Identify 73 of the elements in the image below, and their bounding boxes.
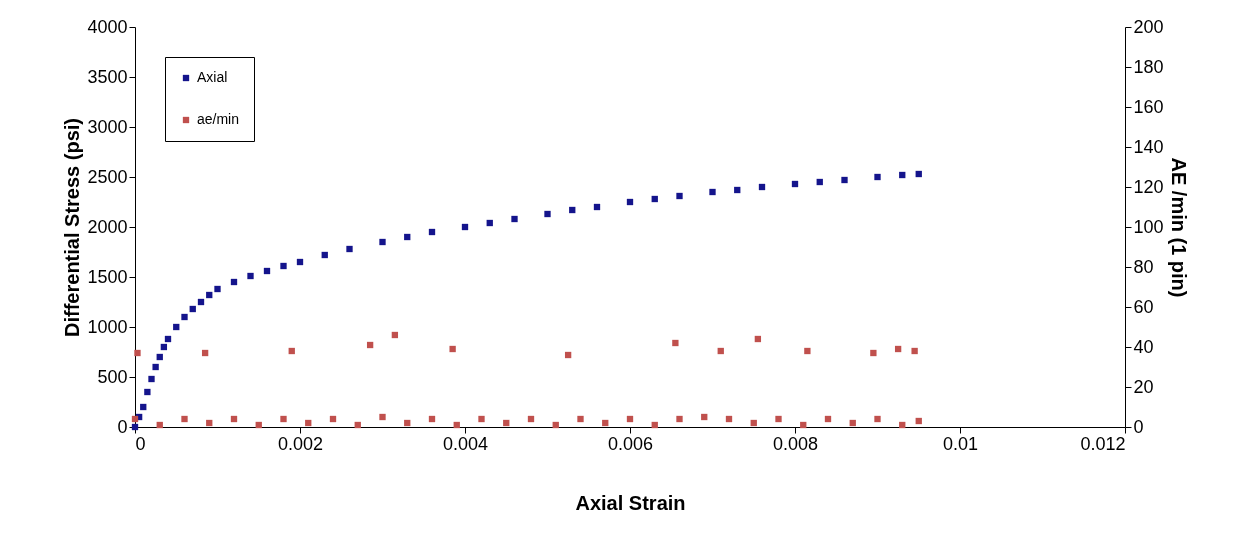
x-tick-label: 0.008 [772, 433, 819, 454]
point [841, 176, 848, 184]
point [214, 285, 221, 293]
x-tick-label: 0 [135, 433, 146, 454]
point [156, 353, 163, 361]
x-tick-label: 0.002 [277, 433, 324, 454]
point [915, 170, 922, 178]
point [247, 272, 254, 280]
point [346, 245, 353, 253]
x-tick-label: 0.01 [942, 433, 979, 454]
point [173, 323, 180, 331]
y2-tick-label: 80 [1133, 256, 1154, 277]
point [791, 180, 799, 188]
y2-tick-label: 120 [1133, 176, 1164, 197]
y-tick-label: 2000 [87, 216, 128, 237]
point [197, 298, 205, 306]
x-tick-label: 0.006 [607, 433, 654, 454]
point [280, 262, 287, 270]
point [544, 210, 551, 218]
y2-axis-title: AE /min (1 pin) [1167, 157, 1190, 298]
point [676, 192, 683, 200]
y-tick-label: 4000 [87, 16, 128, 37]
y-tick-label: 3000 [87, 116, 128, 137]
point [734, 186, 741, 194]
point [263, 267, 271, 275]
point [164, 335, 172, 343]
point [321, 251, 328, 259]
point [144, 388, 151, 396]
y2-tick-label: 0 [1133, 416, 1144, 437]
point [404, 233, 411, 241]
point [206, 291, 213, 299]
point [874, 173, 881, 181]
y-tick-label: 3500 [87, 66, 128, 87]
point [816, 178, 823, 186]
point [160, 343, 168, 351]
point [152, 363, 159, 371]
y-tick-label: 0 [117, 416, 128, 437]
point [181, 313, 188, 321]
x-tick-label: 0.004 [442, 433, 489, 454]
point [230, 278, 238, 286]
y2-tick-label: 200 [1133, 16, 1164, 37]
y2-tick-label: 180 [1133, 56, 1164, 77]
point [593, 203, 601, 211]
y-axis-title: Differential Stress (psi) [61, 118, 84, 337]
point [428, 228, 436, 236]
point [486, 219, 493, 227]
point [899, 171, 906, 179]
point [709, 188, 716, 196]
point [296, 258, 304, 266]
point [140, 403, 147, 411]
y2-tick-label: 60 [1133, 296, 1154, 317]
legend-label: ae/min [197, 111, 240, 127]
point [626, 198, 634, 206]
y-tick-label: 1500 [87, 266, 128, 287]
point [758, 183, 766, 191]
y-tick-label: 500 [97, 366, 128, 387]
point [651, 195, 658, 203]
y2-tick-label: 160 [1133, 96, 1164, 117]
legend-label: Axial [197, 69, 228, 85]
point [379, 238, 386, 246]
point [148, 375, 155, 383]
y-tick-label: 2500 [87, 166, 128, 187]
point [511, 215, 518, 223]
y2-tick-label: 40 [1133, 336, 1154, 357]
point [189, 305, 196, 313]
x-tick-label: 0.012 [1080, 433, 1126, 454]
point [461, 223, 469, 231]
y-tick-label: 1000 [87, 316, 128, 337]
y2-tick-label: 100 [1133, 216, 1164, 237]
y2-tick-label: 20 [1133, 376, 1154, 397]
y2-tick-label: 140 [1133, 136, 1164, 157]
point [569, 206, 576, 214]
x-axis-title: Axial Strain [575, 491, 686, 514]
